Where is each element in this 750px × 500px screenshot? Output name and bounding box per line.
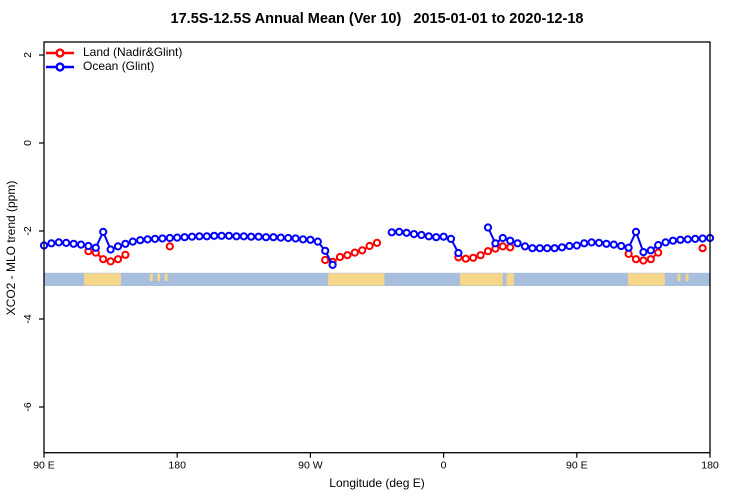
land-series-marker-icon [46, 47, 74, 58]
svg-text:-2: -2 [22, 226, 34, 235]
svg-text:180: 180 [701, 460, 719, 472]
svg-text:2: 2 [22, 52, 34, 58]
ocean-series-marker-icon [46, 61, 74, 72]
svg-text:90 E: 90 E [566, 460, 588, 472]
chart-title: 17.5S-12.5S Annual Mean (Ver 10) 2015-01… [170, 11, 584, 27]
legend-item-ocean: Ocean (Glint) [45, 60, 182, 73]
y-axis-label: XCO2 - MLO trend (ppm) [4, 180, 18, 316]
svg-text:-6: -6 [22, 402, 34, 411]
legend-label-ocean: Ocean (Glint) [83, 59, 155, 73]
svg-text:0: 0 [22, 140, 34, 146]
svg-text:0: 0 [441, 460, 447, 472]
legend-label-land: Land (Nadir&Glint) [83, 45, 183, 59]
svg-text:90 W: 90 W [298, 460, 323, 472]
x-axis-label: Longitude (deg E) [329, 476, 425, 490]
svg-text:-4: -4 [22, 314, 34, 323]
svg-text:180: 180 [168, 460, 186, 472]
legend-item-land: Land (Nadir&Glint) [45, 46, 182, 59]
svg-text:90 E: 90 E [33, 460, 55, 472]
legend: Land (Nadir&Glint) Ocean (Glint) [45, 46, 182, 73]
